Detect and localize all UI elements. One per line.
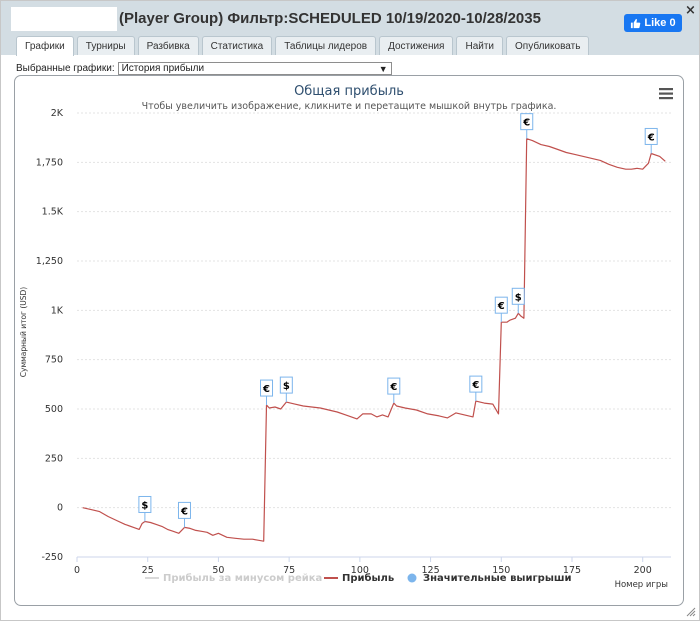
big-win-flag[interactable]: $ <box>138 495 152 522</box>
big-win-flag[interactable]: € <box>387 377 401 404</box>
tab-tournaments[interactable]: Турниры <box>76 36 135 55</box>
chart-selector-label: Выбранные графики: <box>16 63 115 74</box>
tab-publish[interactable]: Опубликовать <box>506 36 590 55</box>
chart-select-value: История прибыли <box>121 63 205 74</box>
flag-box <box>494 296 508 314</box>
flag-label: $ <box>515 292 522 303</box>
big-win-flag[interactable]: € <box>494 296 508 323</box>
redacted-player-name <box>11 7 117 31</box>
legend-circle-swatch <box>407 573 417 583</box>
big-win-flag[interactable]: $ <box>279 376 293 403</box>
flag-label: € <box>522 118 530 129</box>
flag-box <box>177 501 191 519</box>
x-tick-label: 50 <box>212 565 224 576</box>
flag-label: € <box>497 301 505 312</box>
menu-icon[interactable] <box>659 87 673 100</box>
y-tick-label: 250 <box>45 453 63 464</box>
x-tick-label: 200 <box>634 565 652 576</box>
chart-title: Общая прибыль <box>294 84 404 99</box>
flag-box <box>469 375 483 393</box>
legend-item[interactable]: Прибыль за минусом рейка <box>145 572 322 584</box>
thumbs-up-icon <box>631 18 641 28</box>
like-label: Like 0 <box>644 17 676 29</box>
flag-label: € <box>180 506 188 517</box>
series <box>82 138 666 542</box>
big-win-flag[interactable]: € <box>177 501 191 528</box>
flag-label: € <box>471 380 479 391</box>
x-tick-label: 75 <box>283 565 295 576</box>
series-line-profit[interactable] <box>82 138 666 542</box>
x-axis-ticks: 0 25 50 75 100 125 150 175 200 <box>74 557 652 576</box>
y-tick-label: 1,250 <box>36 256 63 267</box>
y-tick-label: 500 <box>45 404 63 415</box>
facebook-like-button[interactable]: Like 0 <box>624 14 682 32</box>
y-axis-label: Суммарный итог (USD) <box>19 287 28 378</box>
x-tick-label: 25 <box>142 565 154 576</box>
flag-box <box>260 379 274 397</box>
x-tick-label: 100 <box>351 565 369 576</box>
legend-label: Прибыль <box>342 572 394 584</box>
x-tick-label: 0 <box>74 565 80 576</box>
flag-box <box>644 127 658 145</box>
chart-panel: Общая прибыль Чтобы увеличить изображени… <box>14 75 684 606</box>
chart-selector-row: Выбранные графики: История прибыли ▼ <box>16 62 392 75</box>
y-tick-label: 0 <box>57 503 63 514</box>
big-win-flag[interactable]: € <box>260 379 274 406</box>
y-tick-label: -250 <box>41 552 63 563</box>
flag-label: $ <box>283 381 290 392</box>
tab-leaderboards[interactable]: Таблицы лидеров <box>275 36 377 55</box>
title-bar: (Player Group) Фильтр:SCHEDULED 10/19/20… <box>1 1 699 56</box>
tab-charts[interactable]: Графики <box>16 36 74 56</box>
tab-find[interactable]: Найти <box>456 36 504 55</box>
big-win-flags: $ € € $ € € € $ € € <box>138 113 658 528</box>
chart-subtitle: Чтобы увеличить изображение, кликните и … <box>142 101 557 112</box>
x-axis-label: Номер игры <box>615 580 668 590</box>
flag-box <box>520 113 534 131</box>
x-tick-label: 150 <box>492 565 510 576</box>
legend-item[interactable]: Прибыль <box>324 572 394 584</box>
tab-achievements[interactable]: Достижения <box>379 36 454 55</box>
big-win-flag[interactable]: € <box>644 127 658 154</box>
big-win-flag[interactable]: $ <box>511 287 525 314</box>
flag-label: € <box>262 384 270 395</box>
flag-box <box>511 287 525 305</box>
y-tick-label: 1,750 <box>36 157 63 168</box>
x-tick-label: 175 <box>563 565 581 576</box>
flag-box <box>138 495 152 513</box>
legend-item[interactable]: Значительные выигрыши <box>407 573 572 584</box>
flag-box <box>387 377 401 395</box>
resize-grip-icon[interactable] <box>686 607 696 617</box>
legend-label: Значительные выигрыши <box>423 573 572 584</box>
y-tick-label: 2K <box>51 108 64 119</box>
big-win-flag[interactable]: € <box>520 113 534 139</box>
close-button[interactable]: × <box>685 3 696 18</box>
chart-select[interactable]: История прибыли ▼ <box>117 62 392 75</box>
window-title: (Player Group) Фильтр:SCHEDULED 10/19/20… <box>119 10 541 27</box>
y-tick-label: 1.5K <box>42 207 64 218</box>
grid <box>77 112 671 558</box>
big-win-flag[interactable]: € <box>469 375 483 402</box>
flag-box <box>279 376 293 394</box>
profit-chart[interactable]: Общая прибыль Чтобы увеличить изображени… <box>15 76 683 605</box>
legend: Прибыль за минусом рейка Прибыль Значитель… <box>145 572 572 584</box>
tab-bar: Графики Турниры Разбивка Статистика Табл… <box>16 36 590 56</box>
tab-breakdown[interactable]: Разбивка <box>137 36 199 55</box>
x-tick-label: 125 <box>422 565 440 576</box>
y-tick-label: 1K <box>51 305 64 316</box>
flag-label: € <box>647 132 655 143</box>
flag-label: € <box>389 382 397 393</box>
tab-statistics[interactable]: Статистика <box>201 36 273 55</box>
legend-label: Прибыль за минусом рейка <box>163 572 322 584</box>
y-tick-label: 750 <box>45 355 63 366</box>
y-axis-ticks: -250 0 250 500 750 1K 1,250 1.5K 1,750 2K <box>36 108 64 563</box>
flag-label: $ <box>141 500 148 511</box>
chevron-down-icon: ▼ <box>378 63 388 74</box>
